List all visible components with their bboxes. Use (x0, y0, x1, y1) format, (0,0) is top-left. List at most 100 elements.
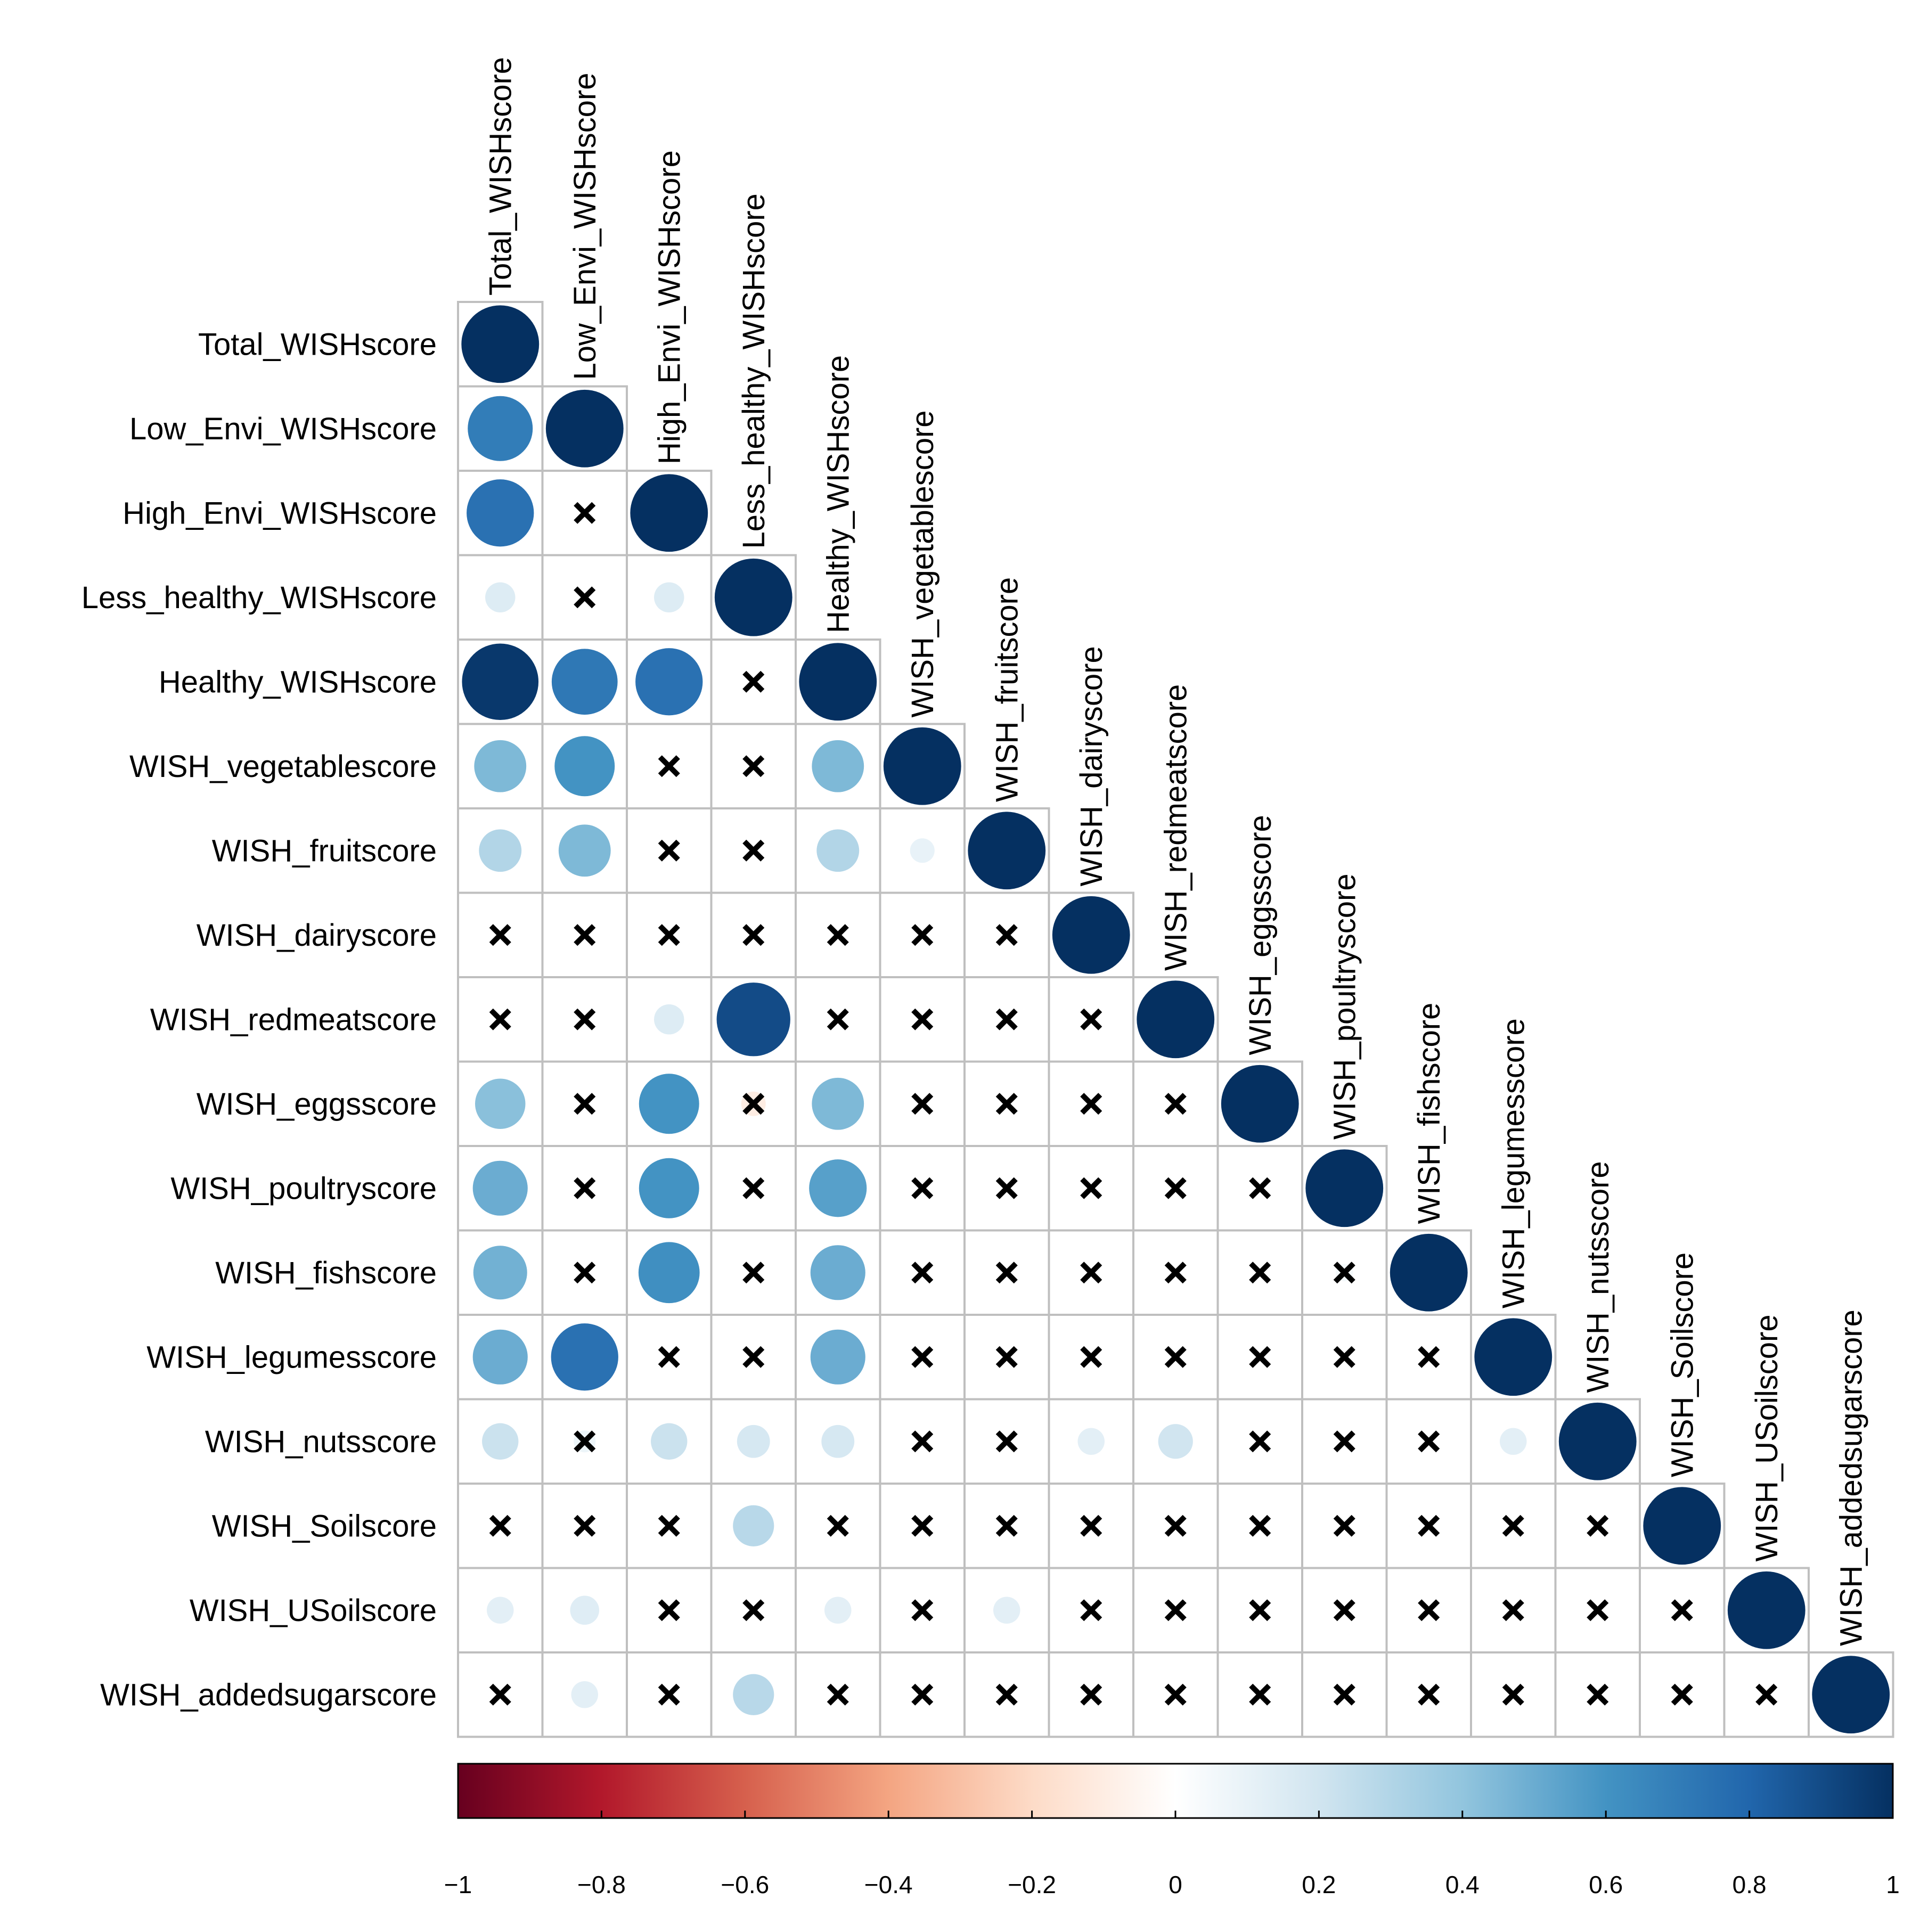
row-label: Total_WISHscore (198, 327, 437, 362)
not-significant-cross (911, 1093, 934, 1115)
not-significant-cross (1502, 1599, 1524, 1622)
column-label: Total_WISHscore (483, 57, 518, 296)
not-significant-cross (742, 670, 765, 693)
correlation-circle (816, 829, 860, 872)
column-label: Low_Envi_WISHscore (568, 73, 602, 380)
correlation-circle (993, 1597, 1020, 1624)
not-significant-cross (658, 839, 680, 862)
not-significant-cross (1249, 1430, 1271, 1453)
not-significant-cross (574, 586, 596, 609)
colorbar-tick-label: 0 (1169, 1871, 1182, 1898)
row-label: WISH_fruitscore (212, 833, 437, 868)
not-significant-cross (1249, 1599, 1271, 1622)
correlation-circle (639, 1158, 699, 1218)
row-label: WISH_eggsscore (197, 1087, 437, 1121)
correlation-circle (733, 1674, 774, 1715)
not-significant-cross (574, 1177, 596, 1199)
correlation-circle (570, 1595, 600, 1625)
correlation-circle (1643, 1487, 1721, 1565)
not-significant-cross (911, 924, 934, 946)
correlation-circle (482, 1423, 519, 1460)
not-significant-cross (658, 924, 680, 946)
not-significant-cross (1164, 1346, 1187, 1368)
not-significant-cross (1502, 1515, 1524, 1537)
correlation-circle (545, 389, 624, 468)
colorbar-gradient (458, 1764, 1893, 1818)
correlation-circle (1052, 896, 1130, 974)
not-significant-cross (1587, 1683, 1609, 1706)
not-significant-cross (1249, 1262, 1271, 1284)
not-significant-cross (658, 1683, 680, 1706)
correlation-circle (462, 643, 539, 721)
not-significant-cross (1671, 1599, 1693, 1622)
not-significant-cross (827, 1515, 849, 1537)
not-significant-cross (1418, 1430, 1440, 1453)
column-label: WISH_fishscore (1412, 1003, 1447, 1224)
not-significant-cross (1164, 1262, 1187, 1284)
correlation-circle (467, 479, 534, 547)
correlation-circle (475, 1078, 526, 1129)
column-label: WISH_Soilscore (1665, 1252, 1699, 1477)
correlation-circle (474, 740, 527, 792)
column-label: WISH_redmeatscore (1158, 684, 1193, 971)
correlation-circle (551, 649, 618, 715)
row-label: WISH_vegetablescore (129, 749, 437, 784)
not-significant-cross (658, 755, 680, 777)
row-label: WISH_addedsugarscore (100, 1677, 437, 1712)
not-significant-cross (1333, 1683, 1355, 1706)
not-significant-cross (742, 755, 765, 777)
not-significant-cross (1080, 1346, 1102, 1368)
not-significant-cross (1418, 1346, 1440, 1368)
not-significant-cross (658, 1599, 680, 1622)
not-significant-cross (1080, 1177, 1102, 1199)
column-labels: Total_WISHscore Low_Envi_WISHscore High_En… (483, 57, 1868, 1646)
column-label: Healthy_WISHscore (821, 355, 855, 633)
row-label: WISH_poultryscore (170, 1171, 437, 1206)
correlation-circle (461, 305, 540, 383)
not-significant-cross (1164, 1093, 1187, 1115)
row-label: Healthy_WISHscore (159, 665, 437, 699)
not-significant-cross (1164, 1683, 1187, 1706)
row-label: Low_Envi_WISHscore (129, 412, 437, 446)
correlation-circle (737, 1425, 770, 1458)
correlation-circle (821, 1425, 855, 1458)
not-significant-cross (995, 1093, 1018, 1115)
matrix-cell (1639, 1651, 1726, 1738)
not-significant-cross (1333, 1346, 1355, 1368)
not-significant-cross (827, 1683, 849, 1706)
not-significant-cross (1671, 1683, 1693, 1706)
not-significant-cross (1249, 1683, 1271, 1706)
not-significant-cross (1418, 1683, 1440, 1706)
colorbar-tick-label: −0.8 (577, 1871, 626, 1898)
correlation-circle (1499, 1428, 1527, 1455)
correlation-circle (654, 1004, 684, 1035)
not-significant-cross (574, 502, 596, 524)
not-significant-cross (574, 1262, 596, 1284)
not-significant-cross (1333, 1430, 1355, 1453)
correlation-circle (812, 1077, 864, 1130)
correlation-circle (1158, 1424, 1193, 1459)
correlation-circle (1077, 1428, 1105, 1455)
row-label: WISH_dairyscore (197, 918, 437, 953)
correlation-circle (714, 558, 792, 636)
not-significant-cross (1164, 1599, 1187, 1622)
column-label: Less_healthy_WISHscore (737, 193, 771, 549)
correlation-circle (486, 1597, 514, 1624)
correlation-circle (1558, 1402, 1637, 1480)
correlation-circle (1812, 1656, 1890, 1734)
not-significant-cross (489, 1515, 511, 1537)
not-significant-cross (911, 1008, 934, 1030)
column-label: WISH_vegetablescore (905, 410, 940, 717)
not-significant-cross (827, 924, 849, 946)
row-label: WISH_nutsscore (205, 1425, 437, 1459)
column-label: WISH_legumesscore (1496, 1018, 1531, 1308)
column-label: WISH_USoilscore (1750, 1314, 1784, 1561)
not-significant-cross (995, 1008, 1018, 1030)
row-label: WISH_USoilscore (190, 1593, 437, 1628)
not-significant-cross (1587, 1515, 1609, 1537)
matrix-cell (710, 638, 797, 725)
not-significant-cross (1587, 1599, 1609, 1622)
correlation-circle (654, 582, 684, 612)
correlation-circle (554, 736, 615, 797)
colorbar-tick-label: 0.6 (1589, 1871, 1623, 1898)
